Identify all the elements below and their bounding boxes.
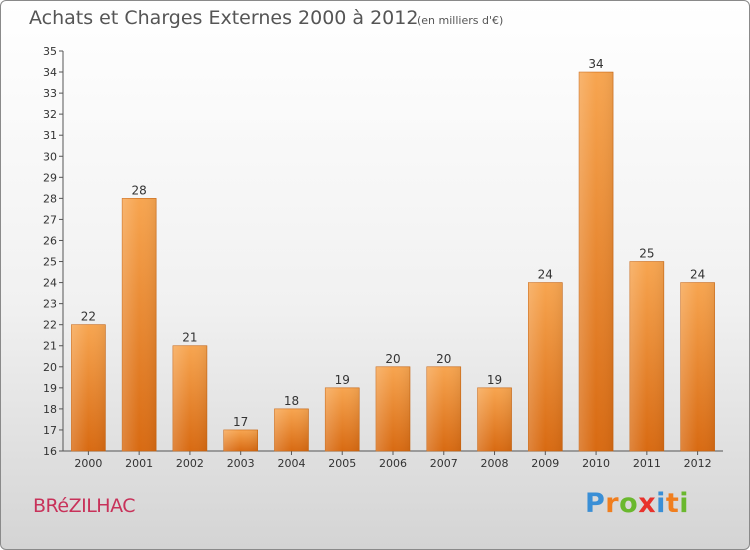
y-tick-label: 18 — [43, 403, 57, 416]
value-label-2012: 24 — [690, 268, 705, 282]
x-tick-label-2012: 2012 — [684, 457, 712, 470]
x-tick-label-2009: 2009 — [531, 457, 559, 470]
logo-letter: i — [679, 488, 690, 519]
y-tick-label: 22 — [43, 319, 57, 332]
y-tick-label: 20 — [43, 361, 57, 374]
y-tick-label: 34 — [43, 66, 57, 79]
value-label-2011: 25 — [639, 247, 654, 261]
y-tick-label: 28 — [43, 192, 57, 205]
y-tick-label: 31 — [43, 129, 57, 142]
bar-shine-2000 — [71, 324, 106, 451]
y-tick-label: 35 — [43, 45, 57, 58]
bar-shine-2002 — [172, 345, 207, 451]
bar-shine-2001 — [122, 198, 157, 451]
value-label-2009: 24 — [538, 268, 553, 282]
bar-shine-2010 — [579, 72, 614, 451]
bar-shine-2005 — [325, 387, 360, 451]
proxiti-logo: Proxiti — [585, 488, 689, 519]
y-tick-label: 17 — [43, 424, 57, 437]
y-tick-label: 29 — [43, 171, 57, 184]
y-tick-label: 27 — [43, 213, 57, 226]
value-label-2008: 19 — [487, 373, 502, 387]
x-tick-label-2002: 2002 — [176, 457, 204, 470]
commune-name: BRéZILHAC — [33, 495, 136, 517]
x-tick-label-2007: 2007 — [430, 457, 458, 470]
logo-letter: i — [656, 488, 666, 519]
bar-shine-2012 — [680, 282, 715, 451]
x-tick-label-2008: 2008 — [481, 457, 509, 470]
y-tick-label: 32 — [43, 108, 57, 121]
bar-shine-2011 — [629, 261, 664, 451]
value-label-2010: 34 — [588, 57, 603, 71]
bars: 22 28 21 17 18 19 20 20 19 24 34 25 24 — [71, 57, 715, 452]
x-tick-label-2001: 2001 — [125, 457, 153, 470]
value-label-2006: 20 — [385, 352, 400, 366]
logo-letter: r — [605, 488, 620, 519]
chart-subtitle: (en milliers d'€) — [417, 14, 504, 27]
value-label-2000: 22 — [81, 310, 96, 324]
value-label-2003: 17 — [233, 415, 248, 429]
y-tick-label: 21 — [43, 340, 57, 353]
logo-letter: t — [665, 488, 680, 519]
logo-letter: x — [638, 488, 657, 519]
chart-title: Achats et Charges Externes 2000 à 2012 — [29, 7, 419, 29]
x-tick-label-2011: 2011 — [633, 457, 661, 470]
value-label-2001: 28 — [132, 183, 147, 197]
y-tick-label: 24 — [43, 277, 57, 290]
y-tick-label: 23 — [43, 298, 57, 311]
y-tick-label: 25 — [43, 256, 57, 269]
y-tick-label: 33 — [43, 87, 57, 100]
bar-shine-2007 — [426, 366, 461, 451]
bar-shine-2009 — [528, 282, 563, 451]
x-tick-label-2006: 2006 — [379, 457, 407, 470]
bar-shine-2008 — [477, 387, 512, 451]
x-tick-label-2004: 2004 — [277, 457, 305, 470]
value-label-2005: 19 — [335, 373, 350, 387]
bar-shine-2006 — [376, 366, 410, 451]
bar-shine-2003 — [223, 429, 258, 451]
y-tick-label: 30 — [43, 150, 57, 163]
x-tick-label-2000: 2000 — [74, 457, 102, 470]
bar-shine-2004 — [274, 408, 309, 451]
value-label-2002: 21 — [182, 331, 197, 345]
logo-letter: o — [619, 488, 639, 519]
y-tick-label: 26 — [43, 234, 57, 247]
value-label-2004: 18 — [284, 394, 299, 408]
x-tick-label-2005: 2005 — [328, 457, 356, 470]
y-tick-label: 19 — [43, 382, 57, 395]
value-label-2007: 20 — [436, 352, 451, 366]
x-tick-label-2003: 2003 — [227, 457, 255, 470]
x-tick-label-2010: 2010 — [582, 457, 610, 470]
logo-letter: P — [585, 488, 606, 519]
y-tick-label: 16 — [43, 445, 57, 458]
